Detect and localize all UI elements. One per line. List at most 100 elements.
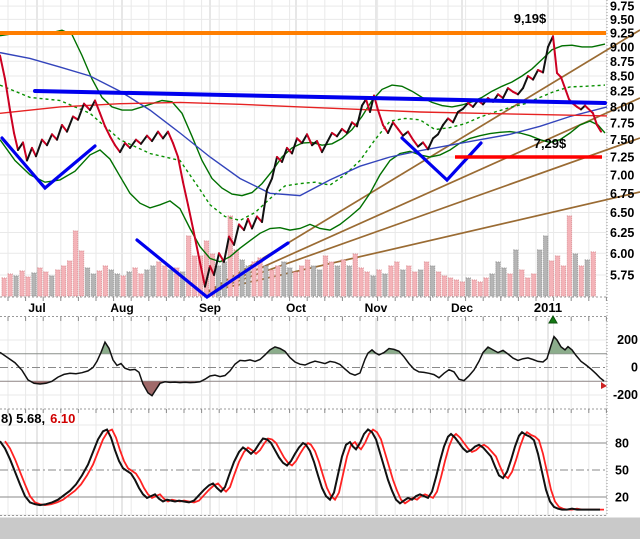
volume-bar xyxy=(566,215,573,297)
price-segment xyxy=(382,123,389,134)
volume-bar xyxy=(507,273,513,297)
price-axis-label: 9.50 xyxy=(610,13,634,27)
oscillator-axis-label: 200 xyxy=(617,333,638,347)
price-segment xyxy=(129,138,137,149)
volume-bar xyxy=(180,271,186,297)
price-segment xyxy=(365,98,371,113)
volume-bar xyxy=(584,259,590,297)
blue-trendline xyxy=(33,89,607,105)
fan-trendline xyxy=(206,97,640,293)
price-segment xyxy=(218,252,225,263)
oscillator-oversold-fill xyxy=(0,381,604,396)
support-price-label: 7,29$ xyxy=(533,136,567,151)
price-segment xyxy=(223,235,230,263)
price-segment xyxy=(502,87,509,100)
volume-bar xyxy=(370,275,376,297)
price-segment xyxy=(0,54,6,81)
price-segment xyxy=(552,35,558,75)
price-segment xyxy=(83,102,91,112)
price-axis-label: 9.75 xyxy=(610,0,634,14)
price-segment xyxy=(46,133,53,147)
volume-bar xyxy=(513,249,519,297)
volume-bar xyxy=(84,267,91,297)
price-axis-label: 5.75 xyxy=(610,268,634,282)
volume-bar xyxy=(49,275,55,297)
volume-bar xyxy=(96,270,102,297)
price-segment xyxy=(238,223,245,232)
volume-bar xyxy=(382,273,388,297)
price-axis-label: 6.75 xyxy=(610,187,634,201)
price-segment xyxy=(447,117,454,124)
price-segment xyxy=(402,130,409,137)
price-segment xyxy=(507,87,514,93)
volume-bar xyxy=(412,271,418,297)
volume-bar xyxy=(168,269,174,297)
volume-bar xyxy=(495,261,501,297)
volume-bar xyxy=(418,269,424,297)
volume-bar xyxy=(316,269,323,297)
price-segment xyxy=(51,133,58,141)
volume-bar xyxy=(394,261,400,297)
price-segment xyxy=(527,75,534,81)
price-segment xyxy=(198,256,206,288)
volume-bar xyxy=(156,261,162,297)
price-segment xyxy=(61,123,68,133)
volume-bar xyxy=(233,249,239,297)
price-segment xyxy=(192,227,200,259)
up-triangle-marker xyxy=(548,314,558,324)
price-axis-label: 8.00 xyxy=(610,100,634,114)
volume-bar xyxy=(304,259,311,297)
volume-bar xyxy=(126,271,132,297)
volume-bar xyxy=(328,261,335,297)
price-axis-label: 7.25 xyxy=(610,150,634,164)
volume-bar xyxy=(191,255,198,297)
price-segment xyxy=(204,265,211,288)
stochastic-axis-label: 20 xyxy=(615,491,629,505)
price-segment xyxy=(346,121,353,134)
bollinger-upper-band xyxy=(0,29,606,197)
volume-bar xyxy=(162,265,168,297)
volume-bar xyxy=(376,269,382,297)
price-segment xyxy=(452,110,459,124)
oscillator-axis-label: 0 xyxy=(631,361,638,375)
volume-bar xyxy=(114,273,120,297)
price-segment xyxy=(124,142,131,149)
price-segment xyxy=(387,121,394,134)
price-segment xyxy=(331,131,338,138)
price-segment xyxy=(151,130,159,143)
price-segment xyxy=(397,127,404,137)
volume-bar xyxy=(275,265,281,297)
price-segment xyxy=(271,155,278,180)
price-axis-label: 9.00 xyxy=(610,40,634,54)
volume-bar xyxy=(525,277,531,297)
volume-bar xyxy=(388,265,394,297)
stochastic-axis-label: 80 xyxy=(615,437,629,451)
volume-bar xyxy=(263,265,269,297)
volume-bar xyxy=(7,273,13,297)
price-segment xyxy=(341,127,348,134)
price-axis-label: 8.25 xyxy=(610,85,634,99)
price-segment xyxy=(497,93,504,100)
price-segment xyxy=(596,123,602,133)
volume-bar xyxy=(287,267,293,297)
volume-bar xyxy=(471,279,477,297)
volume-bar xyxy=(447,277,454,297)
volume-bar xyxy=(489,273,495,297)
price-segment xyxy=(266,177,273,191)
price-segment xyxy=(114,144,121,154)
volume-bar xyxy=(501,267,507,297)
price-segment xyxy=(301,133,308,145)
oscillator-axis-label: -200 xyxy=(613,388,638,402)
volume-bar xyxy=(19,270,25,297)
price-segment xyxy=(564,87,570,101)
price-segment xyxy=(316,140,323,154)
volume-bar xyxy=(174,267,180,297)
price-segment xyxy=(407,130,414,141)
price-segment xyxy=(66,115,74,133)
price-segment xyxy=(251,215,258,230)
volume-bar xyxy=(429,265,436,297)
volume-bar xyxy=(293,271,299,297)
month-axis-label: 2011 xyxy=(534,300,562,315)
volume-bar xyxy=(531,273,537,297)
month-axis-label: Jul xyxy=(28,301,45,315)
